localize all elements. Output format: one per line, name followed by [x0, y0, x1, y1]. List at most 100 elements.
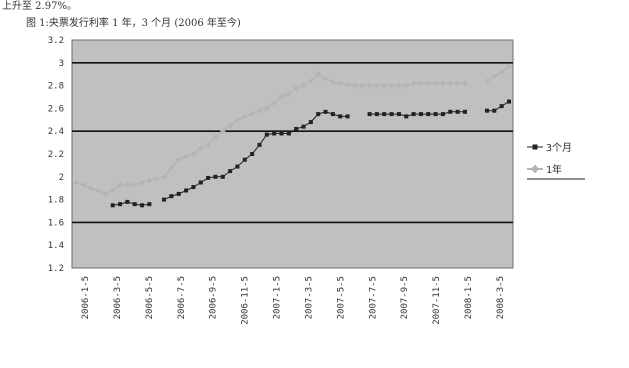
- point-1y: [87, 185, 94, 192]
- point-1y: [322, 75, 329, 82]
- point-3m: [418, 112, 423, 117]
- y-tick-label: 2.6: [48, 104, 64, 114]
- y-tick-label: 2.2: [48, 150, 64, 160]
- legend-marker-3m: [532, 144, 538, 150]
- point-3m: [118, 202, 123, 207]
- point-3m: [499, 104, 504, 109]
- y-tick-label: 1.2: [48, 264, 64, 274]
- x-tick-label: 2006-7-5: [177, 276, 187, 319]
- y-tick-label: 1.6: [48, 218, 64, 228]
- point-3m: [323, 109, 328, 114]
- point-3m: [389, 112, 394, 117]
- point-1y: [359, 82, 366, 89]
- point-3m: [382, 112, 387, 117]
- point-3m: [147, 202, 152, 207]
- series-line-1: [486, 65, 510, 82]
- point-3m: [462, 109, 467, 114]
- series-layer: [73, 63, 512, 208]
- point-1y: [205, 142, 211, 148]
- y-tick-label: 2.4: [48, 127, 64, 137]
- point-3m: [235, 164, 240, 169]
- y-axis-ticks: 3.2 3 2.8 2.6 2.4 2.2 2 1.8 1.6 1.4 1.2: [48, 36, 64, 274]
- x-tick-label: 2007-9-5: [400, 276, 410, 319]
- point-3m: [206, 175, 211, 180]
- point-3m: [184, 188, 189, 193]
- point-1y: [131, 181, 138, 188]
- x-tick-label: 2007-5-5: [336, 276, 346, 319]
- y-tick-label: 2: [59, 173, 64, 183]
- point-1y: [212, 134, 219, 140]
- x-tick-label: 2006-1-5: [81, 276, 91, 319]
- x-tick-label: 2008-1-5: [464, 276, 474, 319]
- point-3m: [250, 152, 255, 156]
- x-tick-label: 2006-11-5: [241, 276, 251, 325]
- point-3m: [507, 99, 511, 104]
- point-3m: [140, 203, 145, 208]
- point-3m: [404, 114, 409, 119]
- point-3m: [440, 112, 445, 117]
- point-3m: [492, 108, 497, 113]
- point-3m: [272, 131, 277, 136]
- x-tick-label: 2008-3-5: [496, 276, 506, 319]
- y-tick-label: 2.8: [48, 82, 64, 92]
- point-3m: [338, 114, 343, 119]
- point-1y: [374, 82, 380, 89]
- point-1y: [95, 187, 101, 194]
- point-3m: [484, 108, 489, 113]
- point-3m: [220, 174, 225, 179]
- point-3m: [242, 157, 247, 162]
- point-3m: [176, 191, 181, 196]
- point-1y: [73, 179, 79, 186]
- y-tick-label: 1.8: [48, 196, 64, 206]
- x-tick-label: 2006-9-5: [209, 276, 219, 319]
- point-1y: [352, 82, 358, 89]
- point-3m: [132, 202, 137, 207]
- point-3m: [396, 112, 401, 117]
- point-1y: [249, 111, 255, 117]
- point-1y: [146, 177, 153, 184]
- point-3m: [455, 109, 460, 114]
- point-3m: [169, 194, 174, 199]
- point-3m: [301, 124, 306, 129]
- point-1y: [197, 145, 204, 152]
- plot-area: [71, 39, 514, 269]
- y-tick-label: 3.2: [48, 36, 64, 46]
- x-tick-label: 2007-7-5: [368, 276, 378, 319]
- point-3m: [110, 203, 115, 208]
- point-3m: [374, 112, 379, 117]
- x-tick-label: 2007-1-5: [273, 276, 283, 319]
- point-1y: [388, 82, 395, 89]
- point-3m: [228, 169, 233, 174]
- point-3m: [213, 174, 218, 179]
- point-3m: [264, 132, 269, 137]
- point-1y: [506, 63, 512, 70]
- point-3m: [308, 120, 313, 125]
- legend-label-1y: 1年: [546, 163, 562, 176]
- point-3m: [294, 126, 299, 131]
- intro-text-fragment: 上升至 2.97%。: [2, 1, 77, 12]
- x-tick-label: 2006-5-5: [145, 276, 155, 319]
- point-1y: [403, 82, 410, 89]
- point-3m: [162, 197, 167, 202]
- point-3m: [257, 142, 262, 147]
- x-tick-label: 2007-3-5: [304, 276, 314, 319]
- point-1y: [241, 113, 248, 120]
- point-1y: [190, 151, 197, 157]
- point-3m: [191, 185, 196, 190]
- point-3m: [426, 112, 431, 117]
- point-3m: [367, 112, 372, 117]
- point-1y: [183, 153, 189, 160]
- x-axis-ticks: 2006-1-5 2006-3-5 2006-5-5 2006-7-5 2006-9-5…: [81, 276, 506, 325]
- point-3m: [125, 199, 130, 204]
- point-3m: [345, 114, 350, 119]
- point-1y: [109, 187, 116, 194]
- point-3m: [286, 131, 291, 136]
- point-3m: [198, 180, 203, 185]
- point-3m: [330, 112, 335, 117]
- y-tick-label: 3: [59, 59, 64, 69]
- legend-marker-1y: [530, 164, 540, 174]
- y-tick-label: 1.4: [48, 241, 64, 251]
- x-tick-label: 2006-3-5: [113, 276, 123, 319]
- point-3m: [411, 112, 416, 117]
